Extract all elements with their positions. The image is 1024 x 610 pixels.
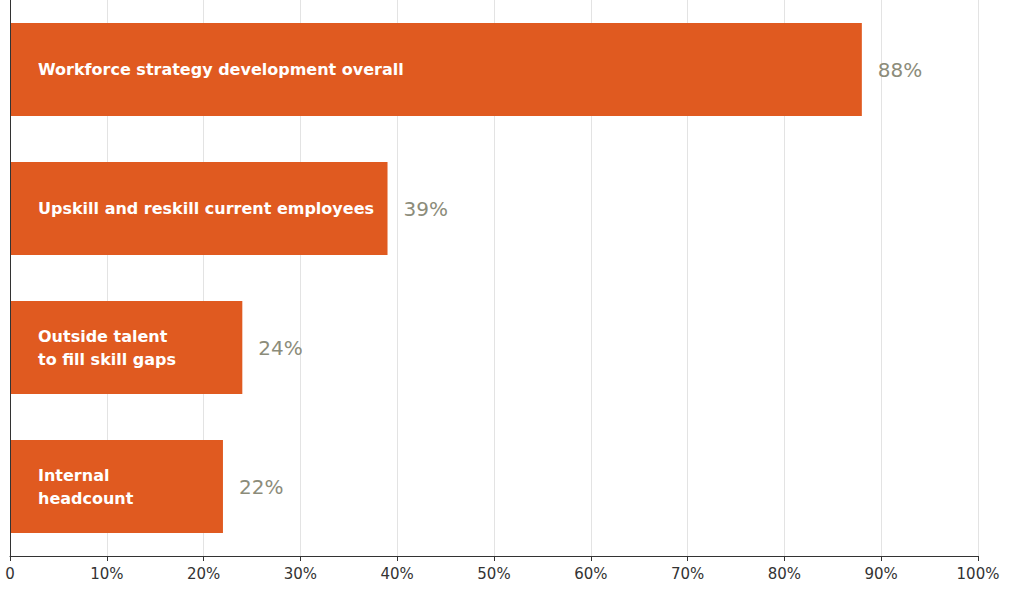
svg-text:39%: 39% <box>404 197 448 221</box>
svg-text:Workforce strategy development: Workforce strategy development overall <box>38 60 404 79</box>
svg-text:60%: 60% <box>574 565 607 583</box>
svg-text:80%: 80% <box>768 565 801 583</box>
svg-text:Outside talent: Outside talent <box>38 327 168 346</box>
svg-text:Internal: Internal <box>38 466 109 485</box>
svg-text:22%: 22% <box>239 475 283 499</box>
svg-text:88%: 88% <box>878 58 922 82</box>
svg-text:24%: 24% <box>258 336 302 360</box>
svg-text:Upskill and reskill current em: Upskill and reskill current employees <box>38 199 374 218</box>
svg-text:90%: 90% <box>865 565 898 583</box>
svg-text:10%: 10% <box>90 565 123 583</box>
svg-text:40%: 40% <box>381 565 414 583</box>
svg-text:0: 0 <box>5 565 15 583</box>
svg-text:100%: 100% <box>957 565 1000 583</box>
svg-text:headcount: headcount <box>38 489 134 508</box>
svg-text:30%: 30% <box>284 565 317 583</box>
svg-text:70%: 70% <box>671 565 704 583</box>
svg-text:20%: 20% <box>187 565 220 583</box>
svg-text:50%: 50% <box>477 565 510 583</box>
svg-text:to fill skill gaps: to fill skill gaps <box>38 350 176 369</box>
